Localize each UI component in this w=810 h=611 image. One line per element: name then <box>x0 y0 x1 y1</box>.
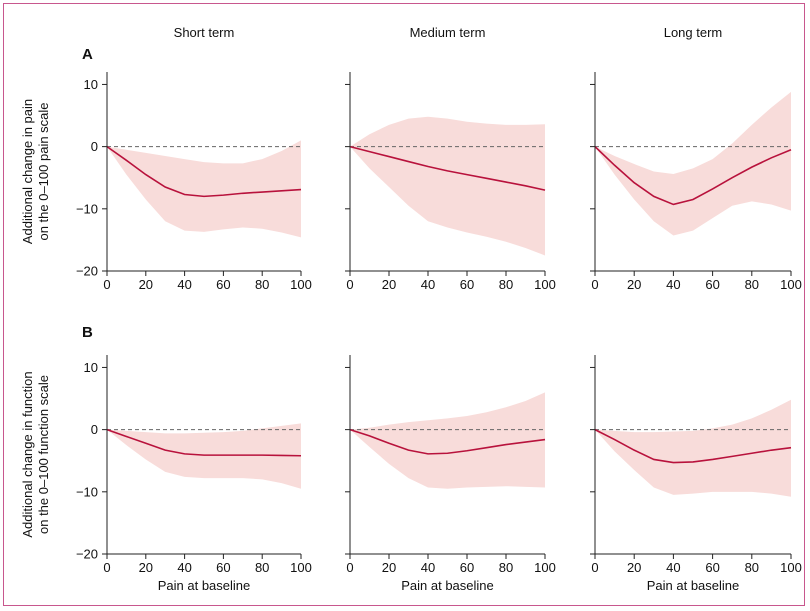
x-tick-label: 20 <box>627 277 641 292</box>
column-title: Long term <box>664 25 723 40</box>
x-tick-label: 60 <box>216 560 230 575</box>
y-tick-label: −10 <box>76 201 98 216</box>
estimate-line <box>594 428 792 464</box>
x-tick-label: 80 <box>255 560 269 575</box>
panel-label: B <box>82 324 93 341</box>
y-tick-label: 0 <box>91 422 98 437</box>
confidence-band <box>350 392 545 489</box>
x-tick-label: 20 <box>627 560 641 575</box>
x-tick-label: 100 <box>780 277 802 292</box>
x-tick-label: 60 <box>460 560 474 575</box>
x-tick-label: 100 <box>290 560 312 575</box>
column-title: Medium term <box>410 25 486 40</box>
x-tick-label: 40 <box>421 560 435 575</box>
y-tick-label: 10 <box>84 360 98 375</box>
x-tick-label: 80 <box>255 277 269 292</box>
x-tick-label: 80 <box>745 560 759 575</box>
x-axis-label: Pain at baseline <box>647 578 740 593</box>
confidence-band <box>107 140 301 238</box>
confidence-band <box>595 399 791 497</box>
x-tick-label: 100 <box>534 277 556 292</box>
estimate-line <box>594 146 792 206</box>
x-tick-label: 20 <box>382 277 396 292</box>
x-tick-label: 100 <box>534 560 556 575</box>
x-tick-label: 80 <box>499 560 513 575</box>
x-tick-label: 60 <box>460 277 474 292</box>
x-tick-label: 40 <box>421 277 435 292</box>
x-tick-label: 20 <box>139 560 153 575</box>
x-axis-label: Pain at baseline <box>401 578 494 593</box>
x-tick-label: 0 <box>591 560 598 575</box>
confidence-band <box>595 91 791 236</box>
x-tick-label: 40 <box>666 277 680 292</box>
estimate-line <box>349 428 546 455</box>
estimate-line <box>106 145 302 198</box>
x-tick-label: 20 <box>382 560 396 575</box>
x-tick-label: 20 <box>139 277 153 292</box>
column-title: Short term <box>174 25 235 40</box>
y-axis-label: Additional change in functionon the 0–10… <box>20 371 51 537</box>
x-tick-label: 40 <box>177 560 191 575</box>
x-tick-label: 0 <box>103 277 110 292</box>
x-tick-label: 80 <box>499 277 513 292</box>
x-tick-label: 60 <box>216 277 230 292</box>
figure-frame <box>3 3 805 606</box>
x-tick-label: 100 <box>290 277 312 292</box>
estimate-line <box>349 145 546 191</box>
x-tick-label: 60 <box>705 560 719 575</box>
x-axis-label: Pain at baseline <box>158 578 251 593</box>
y-tick-label: −10 <box>76 484 98 499</box>
y-tick-label: −20 <box>76 264 98 279</box>
x-tick-label: 0 <box>346 277 353 292</box>
y-tick-label: −20 <box>76 547 98 562</box>
x-tick-label: 60 <box>705 277 719 292</box>
estimate-line <box>106 428 302 457</box>
y-tick-label: 10 <box>84 77 98 92</box>
confidence-band <box>350 116 545 256</box>
y-axis-label: Additional change in painon the 0–100 pa… <box>20 99 51 244</box>
x-tick-label: 40 <box>177 277 191 292</box>
x-tick-label: 100 <box>780 560 802 575</box>
x-tick-label: 0 <box>591 277 598 292</box>
x-tick-label: 0 <box>346 560 353 575</box>
x-tick-label: 0 <box>103 560 110 575</box>
y-tick-label: 0 <box>91 139 98 154</box>
x-tick-label: 80 <box>745 277 759 292</box>
panel-label: A <box>82 46 93 63</box>
x-tick-label: 40 <box>666 560 680 575</box>
confidence-band <box>107 423 301 489</box>
